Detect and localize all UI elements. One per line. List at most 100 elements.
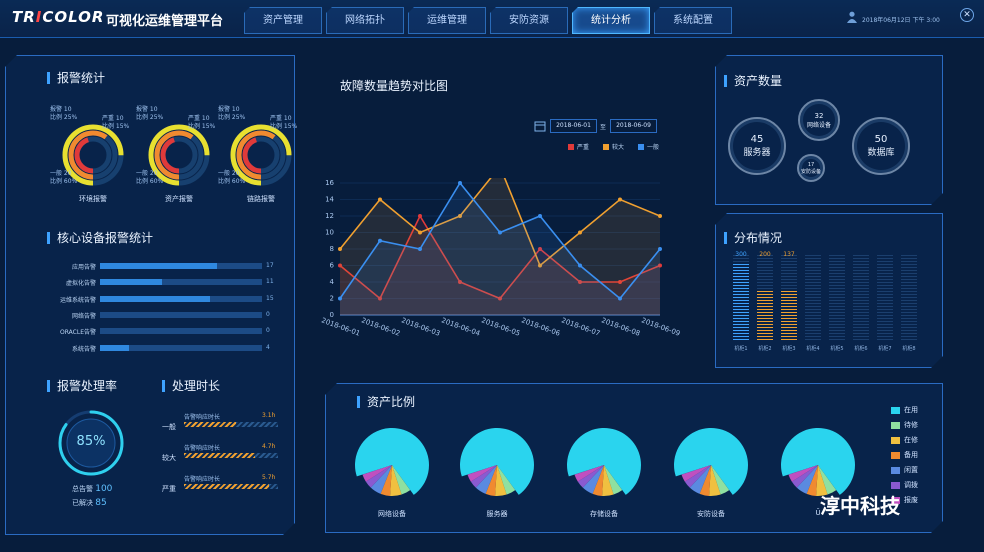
legend-label: 在修 [904, 436, 918, 444]
gauge-bottom-pct: 比例 60% [136, 178, 164, 185]
pie-slice [818, 465, 837, 495]
watermark: 淳中科技 [820, 494, 900, 518]
trend-legend-item: 严重 [568, 142, 589, 151]
gauge-top-right-pct: 比例 15% [188, 123, 216, 130]
series-point [458, 280, 462, 284]
distribution-title: 分布情况 [724, 232, 782, 244]
y-tick: 16 [325, 179, 334, 187]
dist-label: 机柜5 [830, 346, 844, 352]
asset-pie [460, 428, 534, 496]
pie-slice [796, 465, 818, 494]
date-from-input[interactable]: 2018-06-01 [550, 119, 597, 133]
asset-label: 服务器 [743, 148, 771, 158]
x-tick: 2018-06-09 [640, 316, 681, 337]
series-point [658, 263, 662, 268]
date-to-input[interactable]: 2018-06-09 [610, 119, 657, 133]
gauge-label: 链路报警 [247, 195, 275, 203]
legend-swatch [891, 436, 900, 444]
series-area [340, 178, 660, 315]
handle-time-caption: 告警响应时长 [184, 414, 221, 421]
core-alarm-track [100, 344, 262, 351]
core-alarm-value: 0 [266, 310, 270, 318]
core-alarm-track [100, 279, 262, 286]
series-point [338, 263, 342, 268]
pie-slice [362, 465, 392, 482]
series-point [538, 247, 542, 251]
legend-label: 一般 [647, 144, 660, 151]
handle-time-level: 较大 [162, 454, 176, 462]
pie-slice [370, 465, 392, 494]
x-tick: 2018-06-04 [440, 316, 481, 338]
core-alarm-title: 核心设备报警统计 [47, 232, 153, 244]
core-alarm-label: 运维系统告警 [59, 296, 96, 304]
pie-slice [577, 465, 604, 488]
asset-label: 网络设备 [806, 121, 831, 129]
handle-time-fill [184, 484, 269, 489]
gauge-top-right: 严重 10 [270, 115, 292, 122]
handle-time-level: 严重 [162, 485, 176, 493]
series-area [340, 183, 660, 315]
pie-slice [711, 465, 730, 495]
series-point [458, 181, 462, 185]
dist-label: 机柜3 [782, 346, 796, 352]
handle-time-track [184, 422, 278, 427]
pie-slice [495, 465, 507, 496]
close-icon[interactable]: ✕ [960, 8, 974, 22]
resolved-alarm-line: 已解决 85 [72, 498, 107, 508]
core-alarm-track [100, 311, 262, 318]
x-tick: 2018-06-06 [520, 316, 561, 338]
legend-label: 备用 [904, 451, 918, 459]
legend-swatch [891, 421, 900, 429]
pie-legend-item: 调拨 [891, 480, 918, 490]
series-point [658, 214, 662, 218]
pie-slice [709, 465, 721, 496]
pie-legend-item: 报废 [891, 495, 918, 505]
gauge-top-right-pct: 比例 15% [102, 123, 130, 130]
series-point [578, 263, 582, 268]
tab-5[interactable]: 系统配置 [654, 7, 732, 34]
gauge-top-left-pct: 比例 25% [50, 114, 78, 121]
legend-swatch [891, 496, 900, 504]
gauge-label: 资产报警 [165, 195, 193, 203]
tab-3[interactable]: 安防资源 [490, 7, 568, 34]
calendar-icon[interactable] [534, 120, 546, 132]
alarm-gauge-0 [62, 124, 124, 186]
tab-2[interactable]: 运维管理 [408, 7, 486, 34]
pie-slice [781, 428, 855, 495]
tab-4[interactable]: 统计分析 [572, 7, 650, 34]
handle-time-track [184, 484, 278, 489]
core-alarm-label: 虚拟化告警 [65, 280, 96, 288]
y-tick: 8 [330, 245, 334, 253]
asset-ratio-title: 资产比例 [357, 396, 415, 408]
core-alarm-fill [100, 295, 211, 302]
series-point [618, 296, 622, 301]
pie-slice [392, 465, 411, 495]
date-sep: 至 [600, 124, 607, 131]
handle-time-value: 3.1h [262, 412, 276, 419]
tab-1[interactable]: 网络拓扑 [326, 7, 404, 34]
core-alarm-track [100, 263, 262, 269]
pie-legend-item: 在用 [891, 405, 918, 415]
asset-bubble: 17 安防设备 [797, 154, 825, 182]
gauge-top-left: 报警 10 [50, 106, 72, 113]
core-alarm-label: 应用告警 [71, 264, 96, 271]
legend-label: 在用 [904, 406, 918, 414]
tab-0[interactable]: 资产管理 [244, 7, 322, 34]
asset-count-title: 资产数量 [724, 75, 782, 87]
gauge-top-left-pct: 比例 25% [218, 114, 246, 121]
user-icon[interactable] [847, 11, 857, 23]
logo: TRICOLOR [12, 8, 105, 26]
handle-time-fill [184, 422, 236, 427]
dist-label: 机柜7 [878, 346, 892, 352]
pie-slice [390, 465, 402, 496]
series-point [378, 238, 382, 243]
pie-slice [816, 465, 828, 496]
handle-time-track [184, 453, 278, 458]
handle-time-fill [184, 453, 255, 458]
gauge-label: 环境报警 [79, 195, 107, 203]
gauge-bottom: 一般 20 [136, 170, 158, 177]
asset-pie [674, 428, 748, 496]
pie-slice [699, 465, 711, 496]
series-line [339, 178, 661, 267]
